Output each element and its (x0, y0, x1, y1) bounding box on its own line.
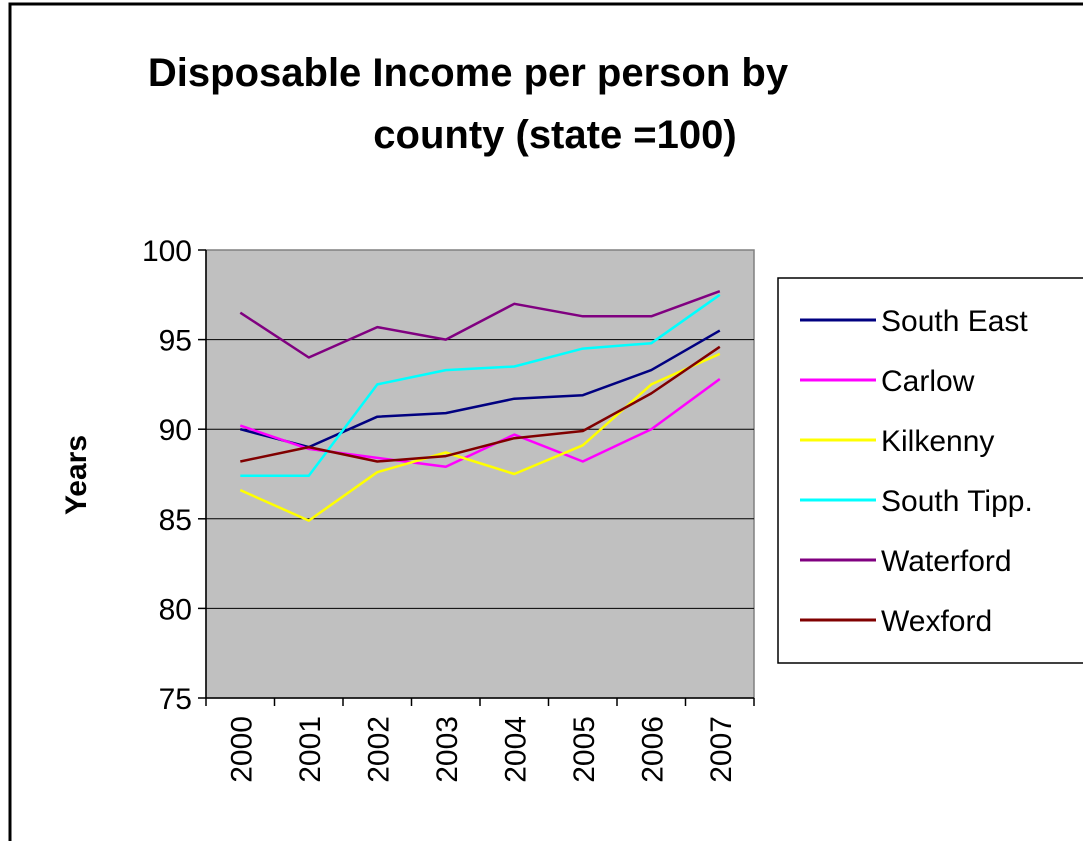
legend-label: Wexford (881, 605, 992, 638)
series-line-waterford (239, 290, 721, 359)
y-tick-label: 95 (159, 325, 192, 358)
series-line-south-east (239, 329, 721, 449)
legend-label: Carlow (881, 365, 975, 398)
y-tick-label: 80 (159, 593, 192, 626)
y-tick-label: 100 (142, 235, 192, 268)
legend-label: South Tipp. (881, 485, 1033, 518)
chart-title-line-2: county (state =100) (373, 113, 736, 157)
x-tick-label: 2001 (294, 716, 327, 783)
chart-title-line-1: Disposable Income per person by (148, 51, 789, 95)
x-tick-label: 2005 (568, 716, 601, 783)
plot-background (205, 249, 755, 699)
y-axis-label: Years (60, 435, 93, 515)
legend-label: Waterford (881, 545, 1012, 578)
y-tick-label: 90 (159, 414, 192, 447)
x-tick-label: 2000 (225, 716, 258, 783)
y-tick-label: 75 (159, 683, 192, 716)
legend-box (777, 277, 1083, 664)
y-tick-label: 85 (159, 504, 192, 537)
x-tick-label: 2002 (362, 716, 395, 783)
x-tick-label: 2007 (705, 716, 738, 783)
legend-label: South East (881, 305, 1028, 338)
x-tick-label: 2006 (636, 716, 669, 783)
legend-label: Kilkenny (881, 425, 994, 458)
series-line-wexford (240, 345, 721, 463)
x-tick-label: 2003 (431, 716, 464, 783)
x-tick-label: 2004 (499, 716, 532, 783)
series-line-south-tipp (240, 293, 721, 478)
series-line-kilkenny (239, 352, 721, 522)
